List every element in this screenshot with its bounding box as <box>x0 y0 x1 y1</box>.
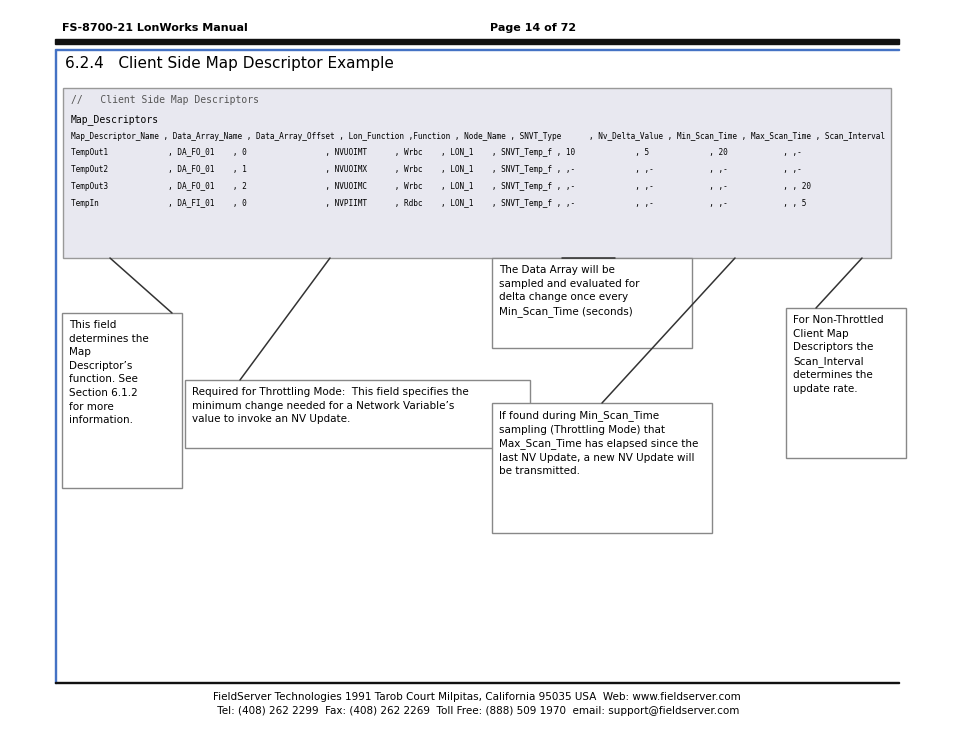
Text: Map_Descriptors: Map_Descriptors <box>71 114 159 125</box>
Text: If found during Min_Scan_Time
sampling (Throttling Mode) that
Max_Scan_Time has : If found during Min_Scan_Time sampling (… <box>498 410 698 476</box>
Text: FS-8700-21 LonWorks Manual: FS-8700-21 LonWorks Manual <box>62 23 248 33</box>
Text: Required for Throttling Mode:  This field specifies the
minimum change needed fo: Required for Throttling Mode: This field… <box>192 387 468 424</box>
Text: TempOut1             , DA_FO_01    , 0                 , NVUOIMT      , Wrbc    : TempOut1 , DA_FO_01 , 0 , NVUOIMT , Wrbc <box>71 148 801 157</box>
Bar <box>55 50 56 683</box>
Text: 6.2.4   Client Side Map Descriptor Example: 6.2.4 Client Side Map Descriptor Example <box>65 56 394 71</box>
Text: The Data Array will be
sampled and evaluated for
delta change once every
Min_Sca: The Data Array will be sampled and evalu… <box>498 265 639 317</box>
Bar <box>62 313 182 488</box>
Text: Page 14 of 72: Page 14 of 72 <box>490 23 576 33</box>
Bar <box>63 88 890 258</box>
Text: TempOut3             , DA_FO_01    , 2                 , NVUOIMC      , Wrbc    : TempOut3 , DA_FO_01 , 2 , NVUOIMC , Wrbc <box>71 182 810 191</box>
Text: Map_Descriptor_Name , Data_Array_Name , Data_Array_Offset , Lon_Function ,Functi: Map_Descriptor_Name , Data_Array_Name , … <box>71 132 884 141</box>
Bar <box>55 682 898 683</box>
Bar <box>492 403 711 533</box>
Text: FieldServer Technologies 1991 Tarob Court Milpitas, California 95035 USA  Web: w: FieldServer Technologies 1991 Tarob Cour… <box>213 692 740 702</box>
Text: TempOut2             , DA_FO_01    , 1                 , NVUOIMX      , Wrbc    : TempOut2 , DA_FO_01 , 1 , NVUOIMX , Wrbc <box>71 165 801 174</box>
Bar <box>55 38 898 44</box>
Bar <box>492 258 691 348</box>
Text: //   Client Side Map Descriptors: // Client Side Map Descriptors <box>71 95 258 105</box>
Bar <box>55 49 898 50</box>
Text: Tel: (408) 262 2299  Fax: (408) 262 2269  Toll Free: (888) 509 1970  email: supp: Tel: (408) 262 2299 Fax: (408) 262 2269 … <box>214 706 739 716</box>
Text: For Non-Throttled
Client Map
Descriptors the
Scan_Interval
determines the
update: For Non-Throttled Client Map Descriptors… <box>792 315 882 394</box>
Bar <box>185 380 530 448</box>
Text: This field
determines the
Map
Descriptor’s
function. See
Section 6.1.2
for more
: This field determines the Map Descriptor… <box>69 320 149 425</box>
Text: TempIn               , DA_FI_01    , 0                 , NVPIIMT      , Rdbc    : TempIn , DA_FI_01 , 0 , NVPIIMT , Rdbc <box>71 199 805 208</box>
Bar <box>785 308 905 458</box>
